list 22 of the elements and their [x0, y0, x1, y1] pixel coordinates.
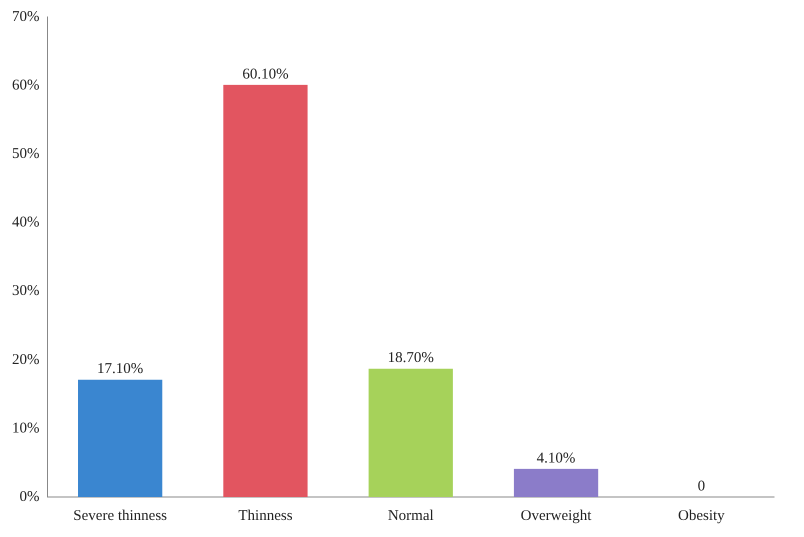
y-tick-label: 10%: [12, 420, 40, 436]
bar: [223, 84, 308, 497]
y-tick-label: 0%: [19, 488, 40, 505]
y-tick-label: 30%: [12, 283, 40, 300]
y-tick-label: 20%: [12, 352, 40, 368]
data-label: 0: [698, 478, 706, 494]
y-tick-label: 70%: [12, 8, 40, 25]
x-tick-label: Overweight: [520, 508, 592, 524]
y-tick-label: 40%: [12, 214, 40, 231]
x-tick-label: Severe thinness: [73, 508, 168, 524]
y-tick-label: 50%: [12, 146, 40, 162]
data-label: 17.10%: [97, 361, 144, 378]
bar: [78, 380, 162, 497]
x-tick-label: Normal: [388, 508, 434, 524]
bar: [514, 468, 598, 497]
bar: [368, 368, 453, 497]
data-label: 18.70%: [388, 350, 434, 366]
x-tick-label: Thinness: [238, 508, 293, 524]
data-label: 4.10%: [536, 450, 576, 466]
data-label: 60.10%: [242, 66, 289, 82]
x-tick-label: Obesity: [678, 508, 726, 524]
y-tick-label: 60%: [12, 78, 40, 94]
